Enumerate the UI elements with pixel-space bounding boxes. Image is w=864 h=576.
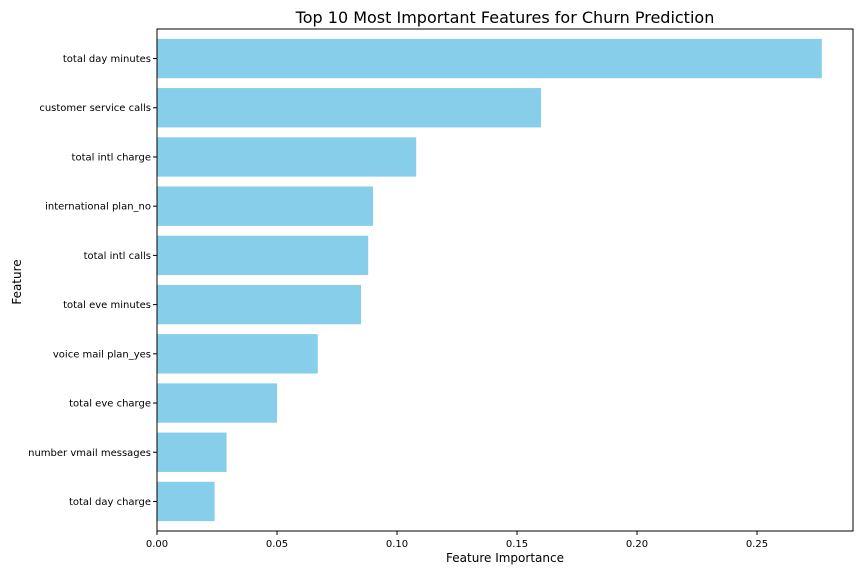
plot-frame [156, 28, 854, 532]
y-tick-label: international plan_no [45, 202, 151, 213]
bars-group [157, 38, 822, 522]
bar [157, 383, 277, 423]
x-tick-label: 0.15 [506, 539, 528, 550]
bar [157, 38, 822, 79]
bar [157, 481, 215, 522]
y-axis-ticks: total day minutes customer service calls t… [28, 54, 157, 508]
bar [157, 88, 541, 128]
bar [157, 137, 417, 177]
bar [157, 235, 369, 276]
x-axis-label: Feature Importance [446, 551, 564, 565]
y-axis-label: Feature [10, 259, 24, 304]
y-tick-label: total intl charge [72, 152, 151, 163]
y-tick-label: voice mail plan_yes [53, 349, 151, 360]
y-tick-label: customer service calls [39, 103, 151, 114]
x-tick-label: 0.05 [266, 539, 288, 550]
x-tick-label: 0.25 [746, 539, 768, 550]
y-tick-label: total eve minutes [63, 300, 151, 311]
x-tick-label: 0.10 [386, 539, 408, 550]
y-tick-label: number vmail messages [28, 448, 151, 459]
y-tick-label: total intl calls [84, 251, 151, 262]
bar [157, 334, 318, 374]
x-tick-label: 0.20 [626, 539, 648, 550]
bar [157, 186, 373, 226]
bar [157, 284, 361, 325]
x-axis-ticks: 0.00 0.05 0.10 0.15 0.20 0.25 [146, 531, 768, 550]
y-tick-label: total day minutes [63, 54, 151, 65]
bar [157, 432, 227, 472]
y-tick-label: total day charge [69, 497, 151, 508]
x-tick-label: 0.00 [146, 539, 168, 550]
chart-title: Top 10 Most Important Features for Churn… [295, 8, 715, 27]
y-tick-label: total eve charge [69, 399, 151, 410]
